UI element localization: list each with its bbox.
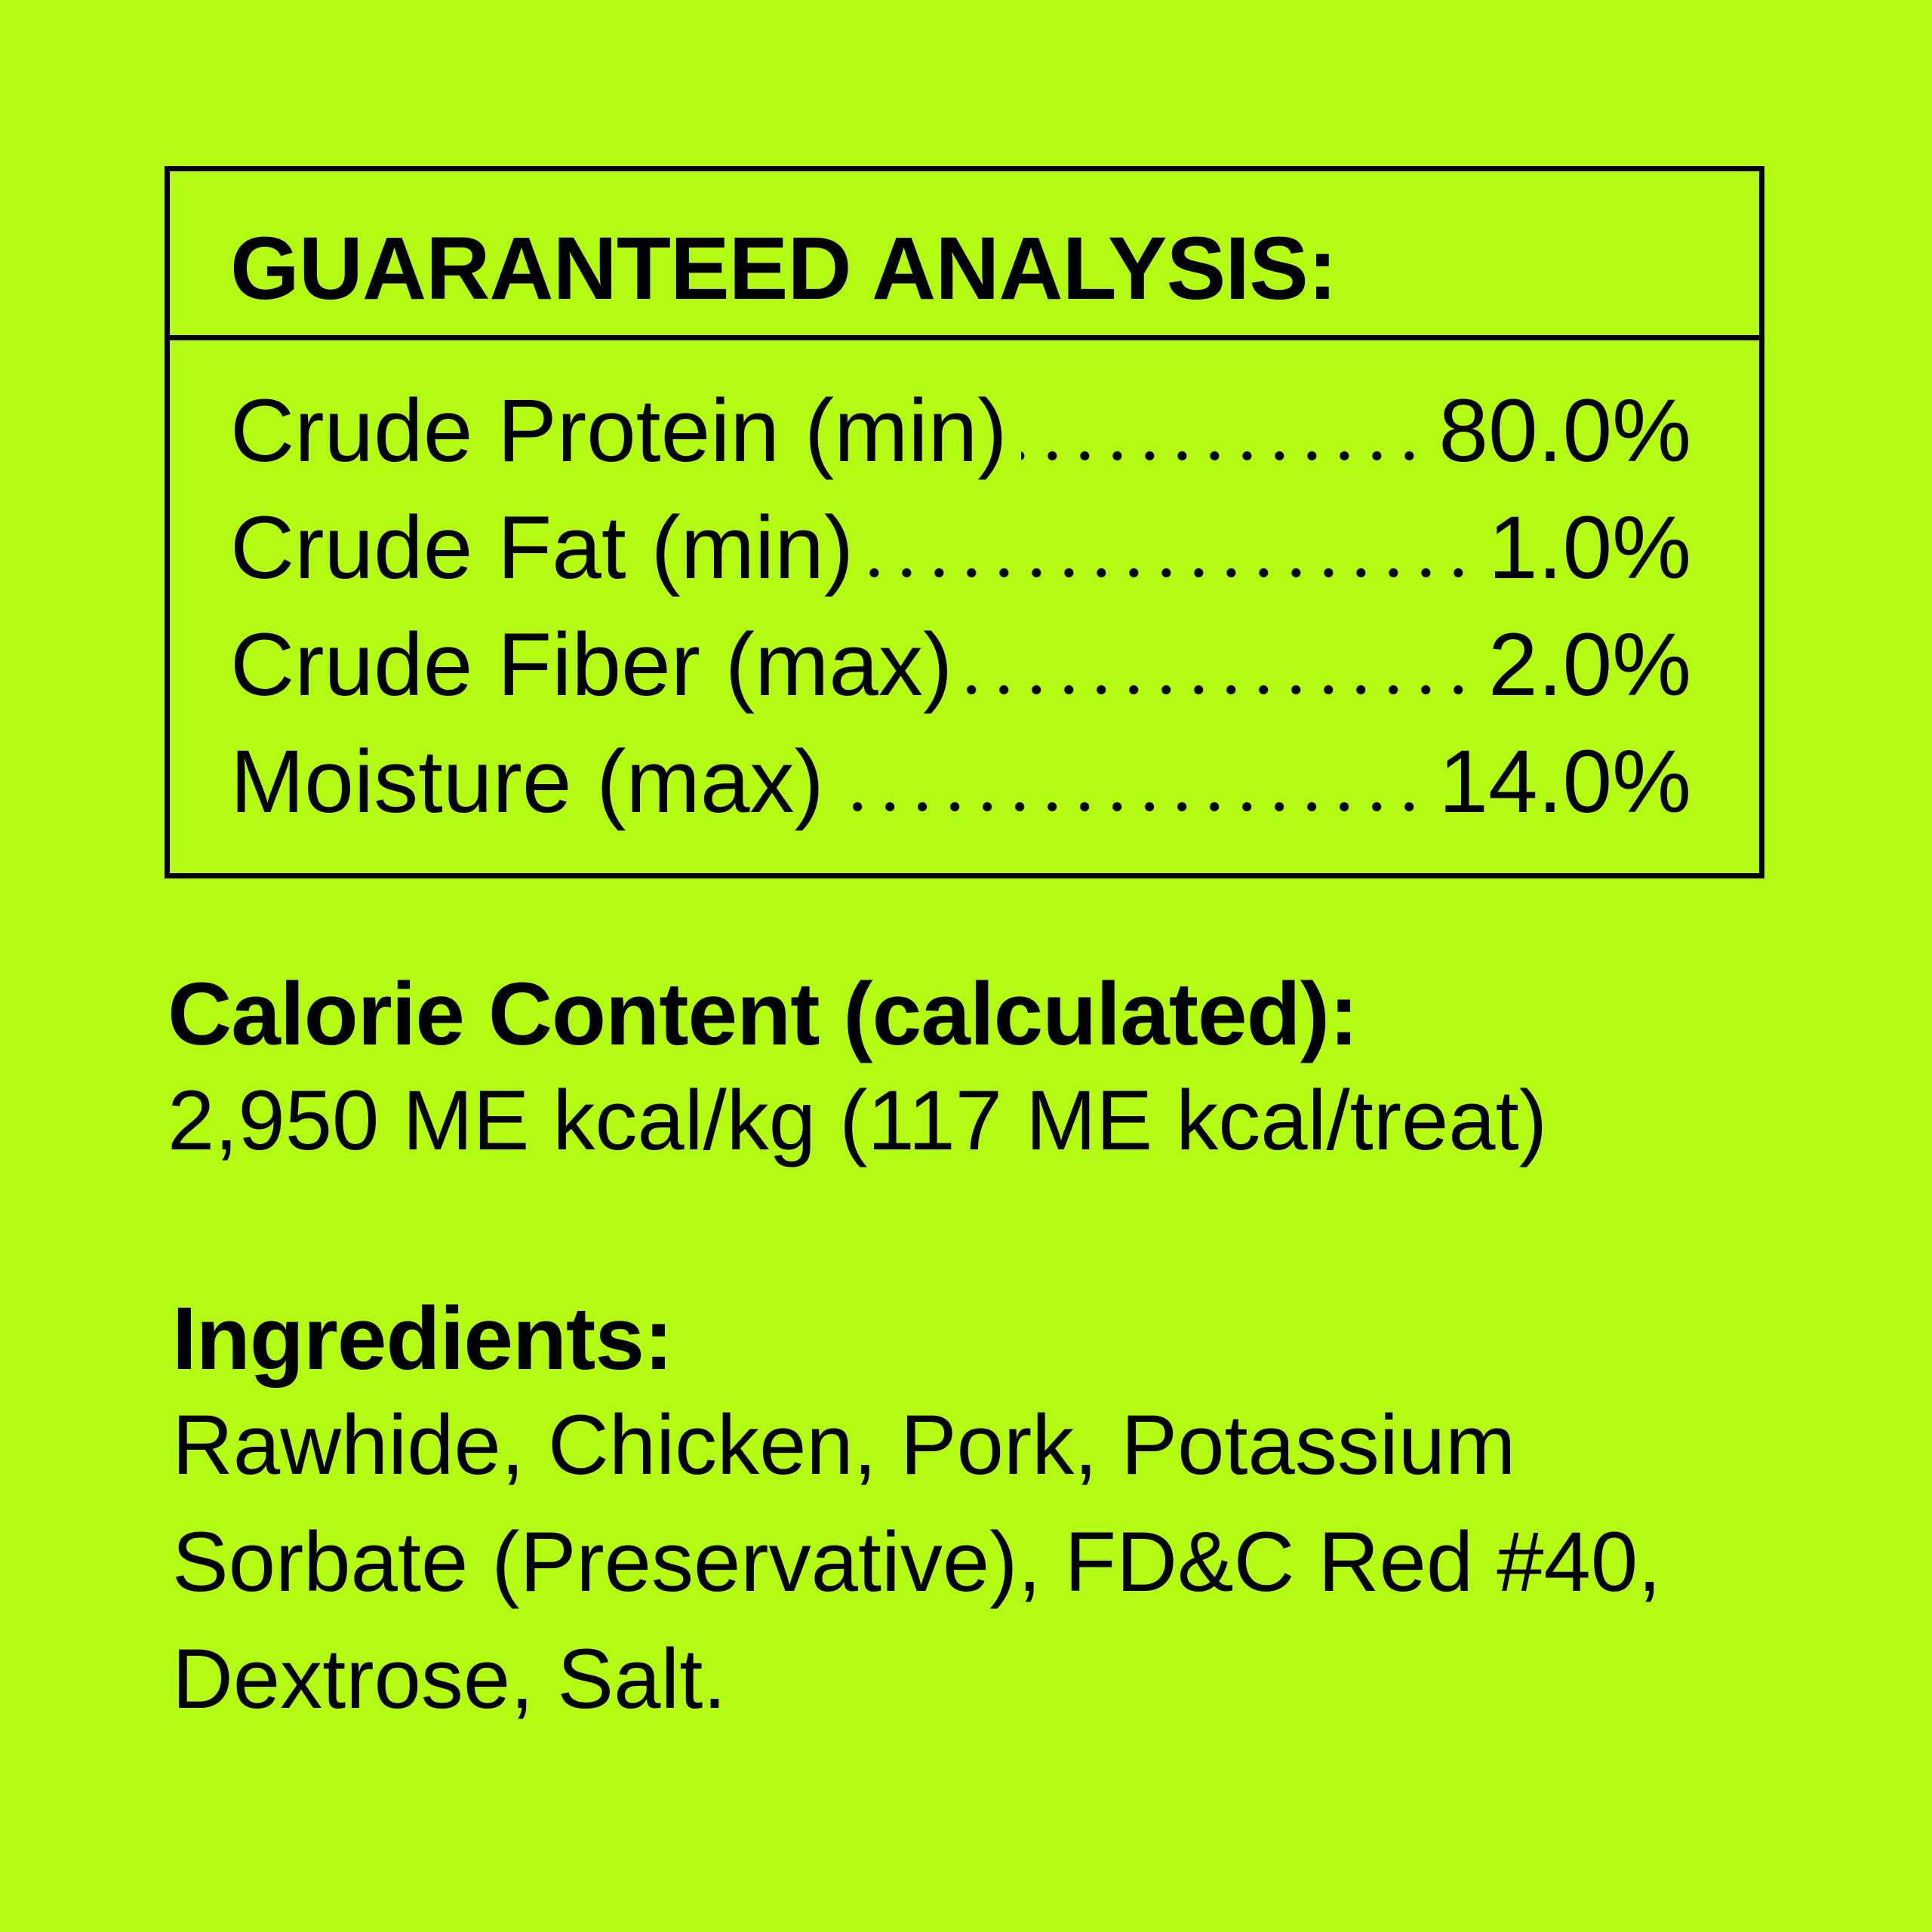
calorie-heading: Calorie Content (calculated):	[168, 964, 1358, 1064]
analysis-value: 14.0%	[1438, 732, 1691, 832]
dot-leader	[1020, 451, 1426, 461]
guaranteed-analysis-box: GUARANTEED ANALYSIS: Crude Protein (min)…	[165, 166, 1764, 878]
guaranteed-analysis-header: GUARANTEED ANALYSIS:	[170, 171, 1759, 340]
ingredients-line: Dextrose, Salt.	[172, 1632, 727, 1726]
ingredients-section: Ingredients: Rawhide, Chicken, Pork, Pot…	[172, 1294, 1661, 1737]
analysis-value: 1.0%	[1488, 498, 1691, 598]
analysis-value: 2.0%	[1488, 615, 1691, 715]
analysis-row: Crude Fat (min) 1.0%	[230, 503, 1691, 620]
guaranteed-analysis-title: GUARANTEED ANALYSIS:	[230, 219, 1337, 318]
analysis-label: Crude Fat (min)	[230, 498, 854, 598]
analysis-label: Crude Protein (min)	[230, 381, 1008, 481]
analysis-row: Crude Fiber (max) 2.0%	[230, 620, 1691, 737]
analysis-row: Crude Protein (min) 80.0%	[230, 386, 1691, 503]
analysis-label: Moisture (max)	[230, 732, 824, 832]
ingredients-line: Rawhide, Chicken, Pork, Potassium	[172, 1398, 1516, 1492]
dot-leader	[966, 685, 1475, 695]
ingredients-line: Sorbate (Preservative), FD&C Red #40,	[172, 1515, 1662, 1609]
dot-leader	[837, 801, 1426, 812]
analysis-rows: Crude Protein (min) 80.0% Crude Fat (min…	[230, 386, 1691, 854]
calorie-value: 2,950 ME kcal/kg (117 ME kcal/treat)	[168, 1073, 1547, 1168]
analysis-value: 80.0%	[1438, 381, 1691, 481]
dot-leader	[867, 568, 1475, 578]
analysis-row: Moisture (max) 14.0%	[230, 737, 1691, 854]
calorie-section: Calorie Content (calculated): 2,950 ME k…	[168, 970, 1547, 1179]
analysis-label: Crude Fiber (max)	[230, 615, 953, 715]
ingredients-heading: Ingredients:	[172, 1289, 673, 1389]
